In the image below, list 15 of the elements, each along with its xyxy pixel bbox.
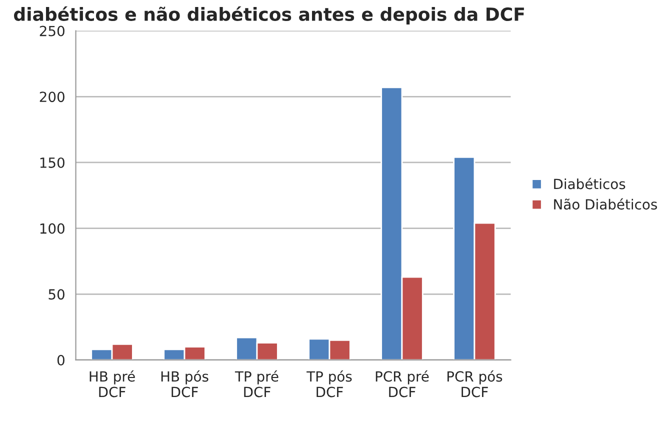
x-tick-label: TP pré DCF (234, 370, 278, 398)
x-tick-label: HB pré DCF (90, 370, 135, 398)
y-tick-label: 100 (40, 223, 64, 234)
y-tick-label: 50 (48, 289, 64, 300)
y-tick-label: 200 (40, 92, 64, 102)
chart-title: diabéticos e não diabéticos antes e depois da DCF (14, 6, 524, 25)
y-tick-label: 250 (40, 26, 64, 36)
x-tick-label: HB pós DCF (161, 370, 208, 398)
x-tick-label: PCR pré DCF (376, 370, 429, 398)
y-tick-label: 150 (40, 157, 64, 168)
x-tick-label: PCR pós DCF (448, 370, 502, 398)
y-tick-label: 0 (57, 354, 64, 366)
legend-label: Diabéticos (554, 178, 626, 190)
legend-label: Não Diabéticos (554, 198, 657, 210)
x-tick-label: TP pós DCF (306, 370, 352, 398)
